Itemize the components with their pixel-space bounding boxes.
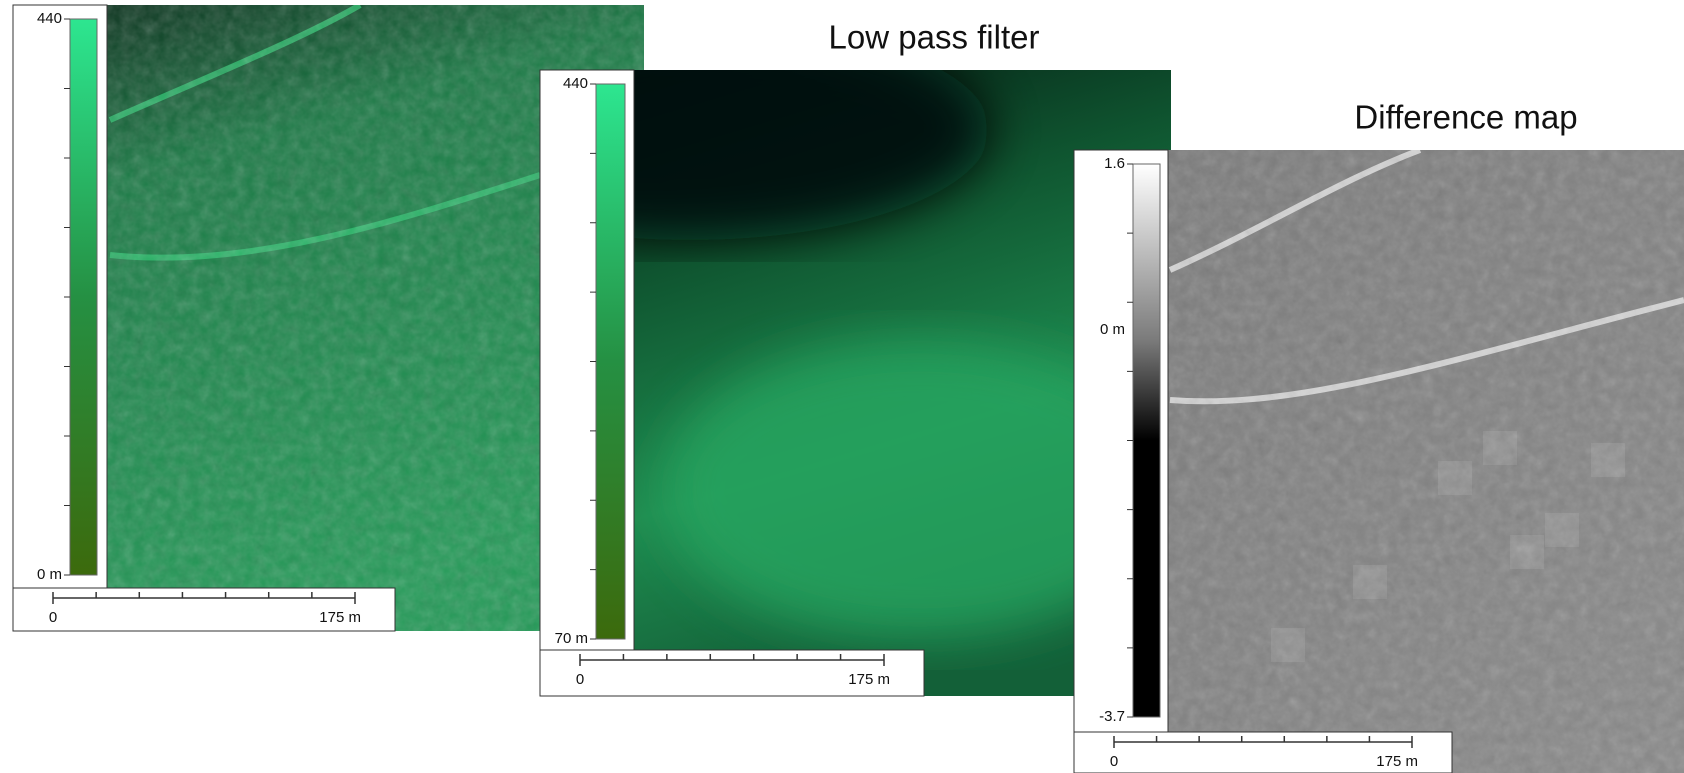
legend-label: 440 <box>37 10 62 27</box>
panel-title: Low pass filter <box>829 19 1040 56</box>
scale-label: 175 m <box>848 671 890 688</box>
panel-title: Difference map <box>1354 99 1577 136</box>
colorbar <box>596 84 625 639</box>
legend-label: 0 m <box>1100 321 1125 338</box>
map-panel: 1.6 0 m -3.7 0 175 m Difference map <box>1074 99 1684 773</box>
scale-label: 0 <box>1110 753 1118 770</box>
scale-label: 175 m <box>319 609 361 626</box>
colorbar <box>1133 164 1160 717</box>
colorbar <box>70 19 97 575</box>
legend-label: 440 <box>563 75 588 92</box>
scale-label: 175 m <box>1376 753 1418 770</box>
legend-label: -3.7 <box>1099 708 1125 725</box>
scale-label: 0 <box>49 609 57 626</box>
legend-label: 70 m <box>555 630 588 647</box>
scale-label: 0 <box>576 671 584 688</box>
legend-label: 0 m <box>37 566 62 583</box>
figure: 440 0 m 0 175 m 440 70 m 0 175 m Low pass filter… <box>0 0 1684 773</box>
legend-label: 1.6 <box>1104 155 1125 172</box>
